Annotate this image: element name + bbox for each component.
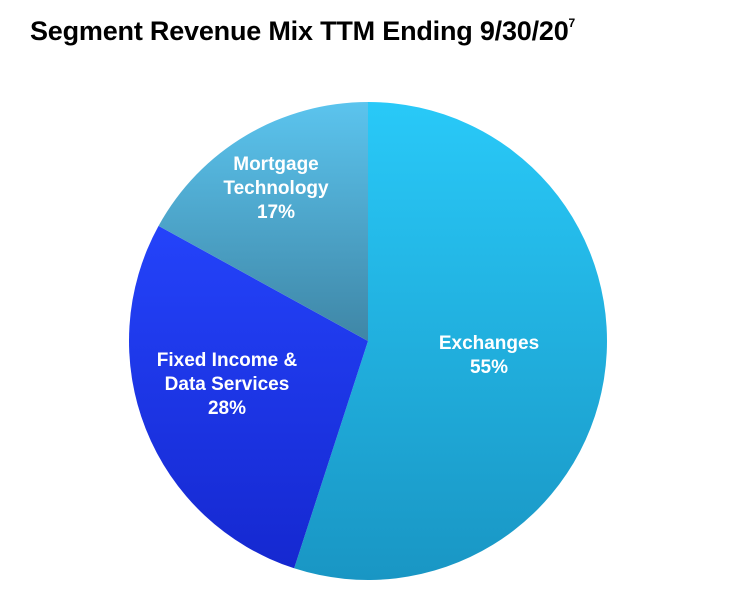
slice-name-mortgage: Mortgage xyxy=(233,154,319,175)
slice-percent-fixed-income: 28% xyxy=(208,398,246,419)
pie-slice-fixed-income xyxy=(128,225,368,569)
slice-label-fixed-income: Fixed Income & Data Services 28% xyxy=(157,350,298,419)
slice-name-mortgage: Technology xyxy=(223,178,329,199)
slice-percent-exchanges: 55% xyxy=(470,357,508,378)
chart-title-text: Segment Revenue Mix TTM Ending 9/30/20 xyxy=(30,16,569,46)
slice-percent-mortgage: 17% xyxy=(257,202,295,223)
pie-slice-mortgage xyxy=(158,101,368,341)
slice-label-exchanges: Exchanges 55% xyxy=(439,333,539,378)
pie-slices xyxy=(128,101,608,580)
chart-title: Segment Revenue Mix TTM Ending 9/30/207 xyxy=(30,16,575,47)
pie-labels: Exchanges 55% Fixed Income & Data Services 2… xyxy=(157,154,539,419)
pie-slice-exchanges xyxy=(294,102,608,580)
slice-label-mortgage: Mortgage Technology 17% xyxy=(223,154,329,223)
title-footnote: 7 xyxy=(568,16,576,30)
slice-name-fixed-income: Data Services xyxy=(165,374,290,395)
slice-name-fixed-income: Fixed Income & xyxy=(157,350,298,371)
slice-name-exchanges: Exchanges xyxy=(439,333,539,354)
